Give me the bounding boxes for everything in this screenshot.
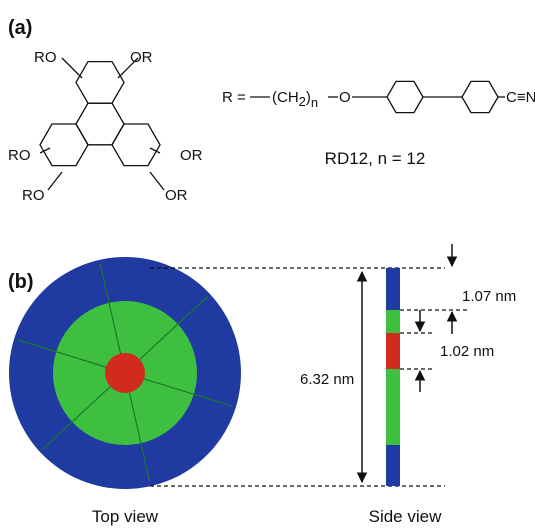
chain: (CH2)n — [272, 89, 318, 110]
core-label: OR — [165, 187, 188, 204]
caption: Top view — [92, 507, 159, 526]
ring — [387, 81, 423, 112]
core-thickness-label: 1.02 nm — [440, 343, 494, 360]
bond — [150, 172, 164, 190]
diameter-label: 6.32 nm — [300, 371, 354, 388]
compound-name: RD12, n = 12 — [325, 149, 426, 168]
figure: (a) RO OR RO OR RO OR R = (CH2)n O C≡N R… — [0, 0, 535, 529]
ring — [76, 62, 124, 104]
substituent-prefix: R = — [222, 89, 246, 106]
oxygen: O — [339, 89, 351, 106]
outer-thickness-label: 1.07 nm — [462, 288, 516, 305]
chain-open: (CH — [272, 89, 299, 106]
ring — [40, 124, 88, 166]
caption: Side view — [369, 507, 442, 526]
ring — [462, 81, 498, 112]
panel-label: (a) — [8, 17, 32, 39]
side-view-bar — [386, 268, 400, 486]
core-label: RO — [22, 187, 45, 204]
panel-label: (b) — [8, 271, 34, 293]
molecule-structure — [40, 58, 505, 190]
core-label: OR — [180, 147, 203, 164]
end-group: C≡N — [506, 89, 535, 106]
ring — [112, 124, 160, 166]
chain-subscript: 2 — [299, 94, 306, 109]
chain-repeat: n — [311, 95, 318, 110]
core-label: OR — [130, 49, 153, 66]
ring — [76, 103, 124, 145]
core-label: RO — [8, 147, 31, 164]
top-view-disc — [9, 257, 241, 489]
bond — [62, 58, 82, 78]
core-label: RO — [34, 49, 57, 66]
bond — [48, 172, 62, 190]
